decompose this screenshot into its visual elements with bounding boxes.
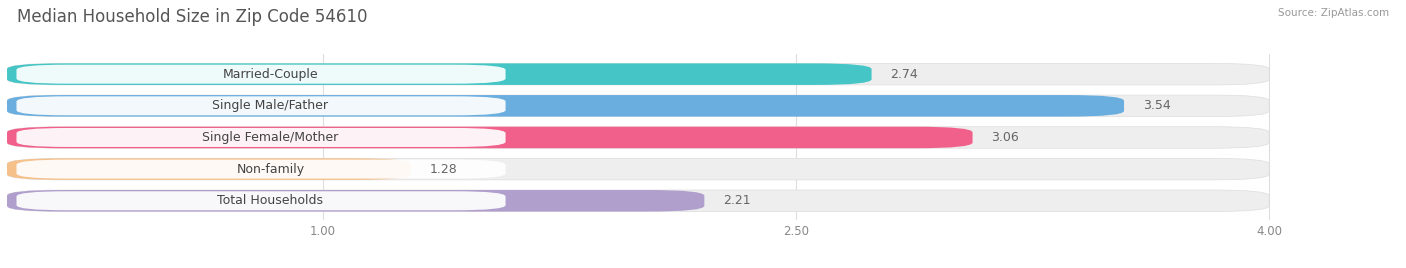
FancyBboxPatch shape	[7, 64, 872, 85]
Text: 3.06: 3.06	[991, 131, 1019, 144]
FancyBboxPatch shape	[7, 190, 704, 211]
FancyBboxPatch shape	[7, 95, 1123, 117]
FancyBboxPatch shape	[17, 191, 506, 210]
Text: 2.74: 2.74	[890, 68, 918, 81]
Text: 2.21: 2.21	[723, 194, 751, 207]
FancyBboxPatch shape	[7, 95, 1270, 117]
FancyBboxPatch shape	[17, 65, 506, 84]
Text: 1.28: 1.28	[430, 163, 457, 176]
FancyBboxPatch shape	[7, 158, 411, 180]
Text: Non-family: Non-family	[236, 163, 305, 176]
FancyBboxPatch shape	[17, 96, 506, 115]
Text: Median Household Size in Zip Code 54610: Median Household Size in Zip Code 54610	[17, 8, 367, 26]
Text: Total Households: Total Households	[218, 194, 323, 207]
FancyBboxPatch shape	[7, 127, 973, 148]
Text: Source: ZipAtlas.com: Source: ZipAtlas.com	[1278, 8, 1389, 18]
FancyBboxPatch shape	[7, 127, 1270, 148]
FancyBboxPatch shape	[7, 158, 1270, 180]
FancyBboxPatch shape	[17, 160, 506, 178]
Text: Single Male/Father: Single Male/Father	[212, 99, 329, 112]
Text: 3.54: 3.54	[1143, 99, 1171, 112]
FancyBboxPatch shape	[7, 190, 1270, 211]
Text: Married-Couple: Married-Couple	[222, 68, 318, 81]
FancyBboxPatch shape	[17, 128, 506, 147]
Text: Single Female/Mother: Single Female/Mother	[202, 131, 339, 144]
FancyBboxPatch shape	[7, 64, 1270, 85]
